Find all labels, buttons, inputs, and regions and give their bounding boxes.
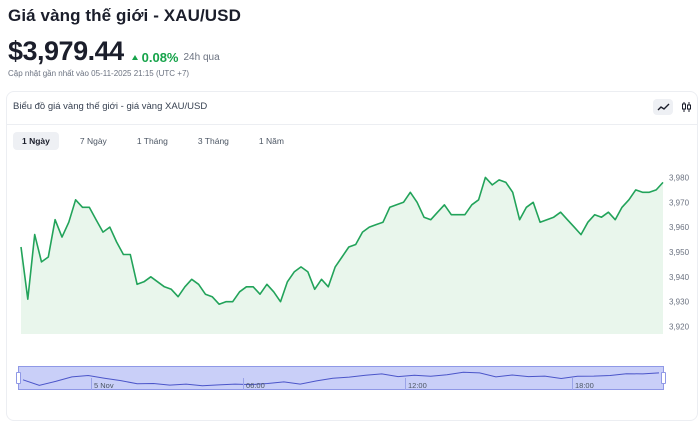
navigator-label-1800: 18:00 bbox=[575, 381, 594, 390]
candlestick-button[interactable] bbox=[676, 99, 696, 115]
current-price: $3,979.44 bbox=[8, 36, 124, 66]
tab-1-year[interactable]: 1 Năm bbox=[258, 136, 284, 146]
y-tick-label: 3,960 bbox=[669, 223, 690, 232]
candlestick-icon bbox=[681, 102, 691, 112]
navigator-tick bbox=[405, 378, 406, 390]
price-line bbox=[20, 176, 664, 305]
navigator-tick bbox=[243, 378, 244, 390]
line-chart-button[interactable] bbox=[653, 99, 673, 115]
tab-1-month[interactable]: 1 Tháng bbox=[136, 136, 168, 146]
y-tick-label: 3,950 bbox=[669, 248, 690, 257]
navigator-series bbox=[22, 371, 660, 387]
navigator-label-0600: 06:00 bbox=[246, 381, 265, 390]
navigator-right-handle[interactable] bbox=[661, 372, 666, 384]
y-tick-label: 3,940 bbox=[669, 273, 690, 282]
navigator-tick bbox=[91, 378, 92, 390]
navigator-line bbox=[22, 371, 660, 387]
navigator-label-date: 5 Nov bbox=[94, 381, 114, 390]
y-tick-label: 3,970 bbox=[669, 198, 690, 207]
timeframe-tabs: 1 Ngày 7 Ngày 1 Tháng 3 Tháng 1 Năm bbox=[13, 132, 305, 150]
change-period: 24h qua bbox=[183, 52, 220, 63]
card-divider bbox=[7, 124, 697, 125]
page-title: Giá vàng thế giới - XAU/USD bbox=[8, 6, 241, 25]
price-change: 0.08% 24h qua bbox=[131, 50, 220, 65]
navigator-left-handle[interactable] bbox=[16, 372, 21, 384]
y-tick-label: 3,930 bbox=[669, 298, 690, 307]
line-chart-icon bbox=[657, 103, 669, 111]
price-chart[interactable]: 3,920 3,930 3,940 3,950 3,960 3,970 3,980 bbox=[0, 160, 700, 360]
range-navigator[interactable] bbox=[18, 366, 664, 390]
price-row: $3,979.44 0.08% 24h qua bbox=[8, 36, 220, 67]
navigator-label-1200: 12:00 bbox=[408, 381, 427, 390]
change-percent: 0.08% bbox=[141, 50, 179, 65]
last-updated: Cập nhật gần nhất vào 05-11-2025 21:15 (… bbox=[8, 69, 190, 78]
chart-card-title: Biểu đồ giá vàng thế giới - giá vàng XAU… bbox=[13, 101, 208, 112]
y-tick-label: 3,980 bbox=[669, 173, 690, 182]
tab-3-months[interactable]: 3 Tháng bbox=[197, 136, 229, 146]
navigator-tick bbox=[572, 378, 573, 390]
tab-7-days[interactable]: 7 Ngày bbox=[79, 136, 107, 146]
arrow-up-icon bbox=[131, 55, 138, 60]
tab-1-day[interactable]: 1 Ngày bbox=[13, 132, 59, 150]
y-tick-label: 3,920 bbox=[669, 323, 690, 332]
price-area bbox=[21, 177, 663, 334]
